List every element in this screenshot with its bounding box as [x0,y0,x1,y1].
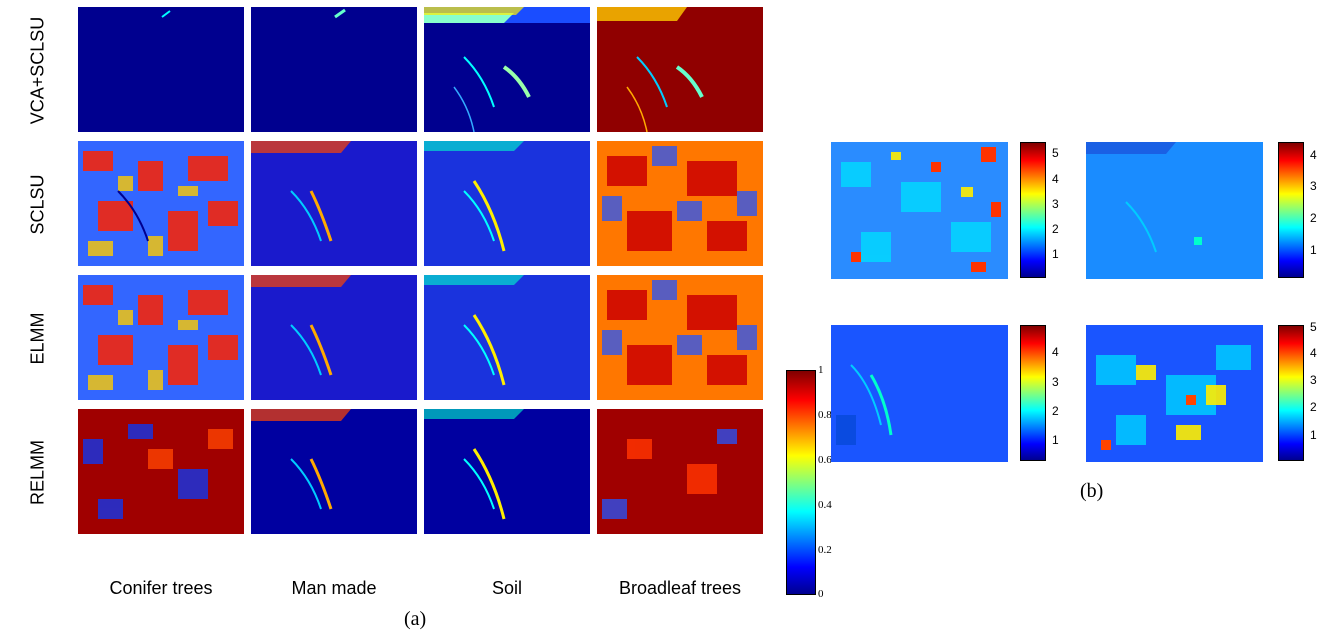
colorbar-b4-tick: 4 [1310,346,1317,360]
map-sclsu-broadleaf [597,141,763,266]
map-vca-broadleaf [597,7,763,132]
map-relmm-broadleaf [597,409,763,534]
map-b-3 [831,325,1008,462]
row-label-vca-sclsu: VCA+SCLSU [27,16,48,125]
map-sclsu-conifer [78,141,244,266]
map-vca-conifer [78,7,244,132]
colorbar-b3-tick: 1 [1052,433,1059,447]
colorbar-b2-tick: 1 [1310,243,1317,257]
colorbar-b2-tick: 2 [1310,211,1317,225]
colorbar-b4-tick: 5 [1310,320,1317,334]
colorbar-b4-tick: 2 [1310,400,1317,414]
colorbar-b-4 [1278,325,1304,461]
colorbar-b3-tick: 2 [1052,404,1059,418]
col-label-conifer: Conifer trees [109,578,213,598]
colorbar-a-tick: 0.4 [818,499,832,511]
map-elmm-soil [424,275,590,400]
map-sclsu-soil [424,141,590,266]
colorbar-b4-tick: 1 [1310,428,1317,442]
map-b-4 [1086,325,1263,462]
row-label-sclsu: SCLSU [27,174,48,235]
colorbar-a [786,370,816,595]
colorbar-b4-tick: 3 [1310,373,1317,387]
map-elmm-manmade [251,275,417,400]
map-b-1 [831,142,1008,279]
colorbar-b1-tick: 3 [1052,197,1059,211]
col-label-broadleaf: Broadleaf trees [618,578,742,598]
colorbar-b1-tick: 2 [1052,222,1059,236]
caption-b: (b) [1080,480,1104,502]
col-label-soil: Soil [491,578,522,598]
colorbar-a-tick: 0 [818,588,824,600]
colorbar-b1-tick: 1 [1052,247,1059,261]
map-sclsu-manmade [251,141,417,266]
colorbar-b3-tick: 4 [1052,345,1059,359]
map-relmm-manmade [251,409,417,534]
colorbar-a-tick: 0.8 [818,409,832,421]
map-relmm-soil [424,409,590,534]
colorbar-b1-tick: 4 [1052,172,1059,186]
colorbar-b2-tick: 3 [1310,179,1317,193]
colorbar-b1-tick: 5 [1052,146,1059,160]
map-vca-soil [424,7,590,132]
row-label-elmm: ELMM [27,312,48,365]
colorbar-b-2 [1278,142,1304,278]
colorbar-a-tick: 0.2 [818,544,832,556]
map-relmm-conifer [78,409,244,534]
colorbar-a-tick: 0.6 [818,454,832,466]
map-vca-manmade [251,7,417,132]
colorbar-b-3 [1020,325,1046,461]
colorbar-a-tick: 1 [818,364,824,376]
col-label-manmade: Man made [291,578,377,598]
row-label-relmm: RELMM [27,440,48,506]
colorbar-b2-tick: 4 [1310,148,1317,162]
map-elmm-conifer [78,275,244,400]
map-b-2 [1086,142,1263,279]
colorbar-b-1 [1020,142,1046,278]
colorbar-b3-tick: 3 [1052,375,1059,389]
caption-a: (a) [404,608,427,630]
map-elmm-broadleaf [597,275,763,400]
